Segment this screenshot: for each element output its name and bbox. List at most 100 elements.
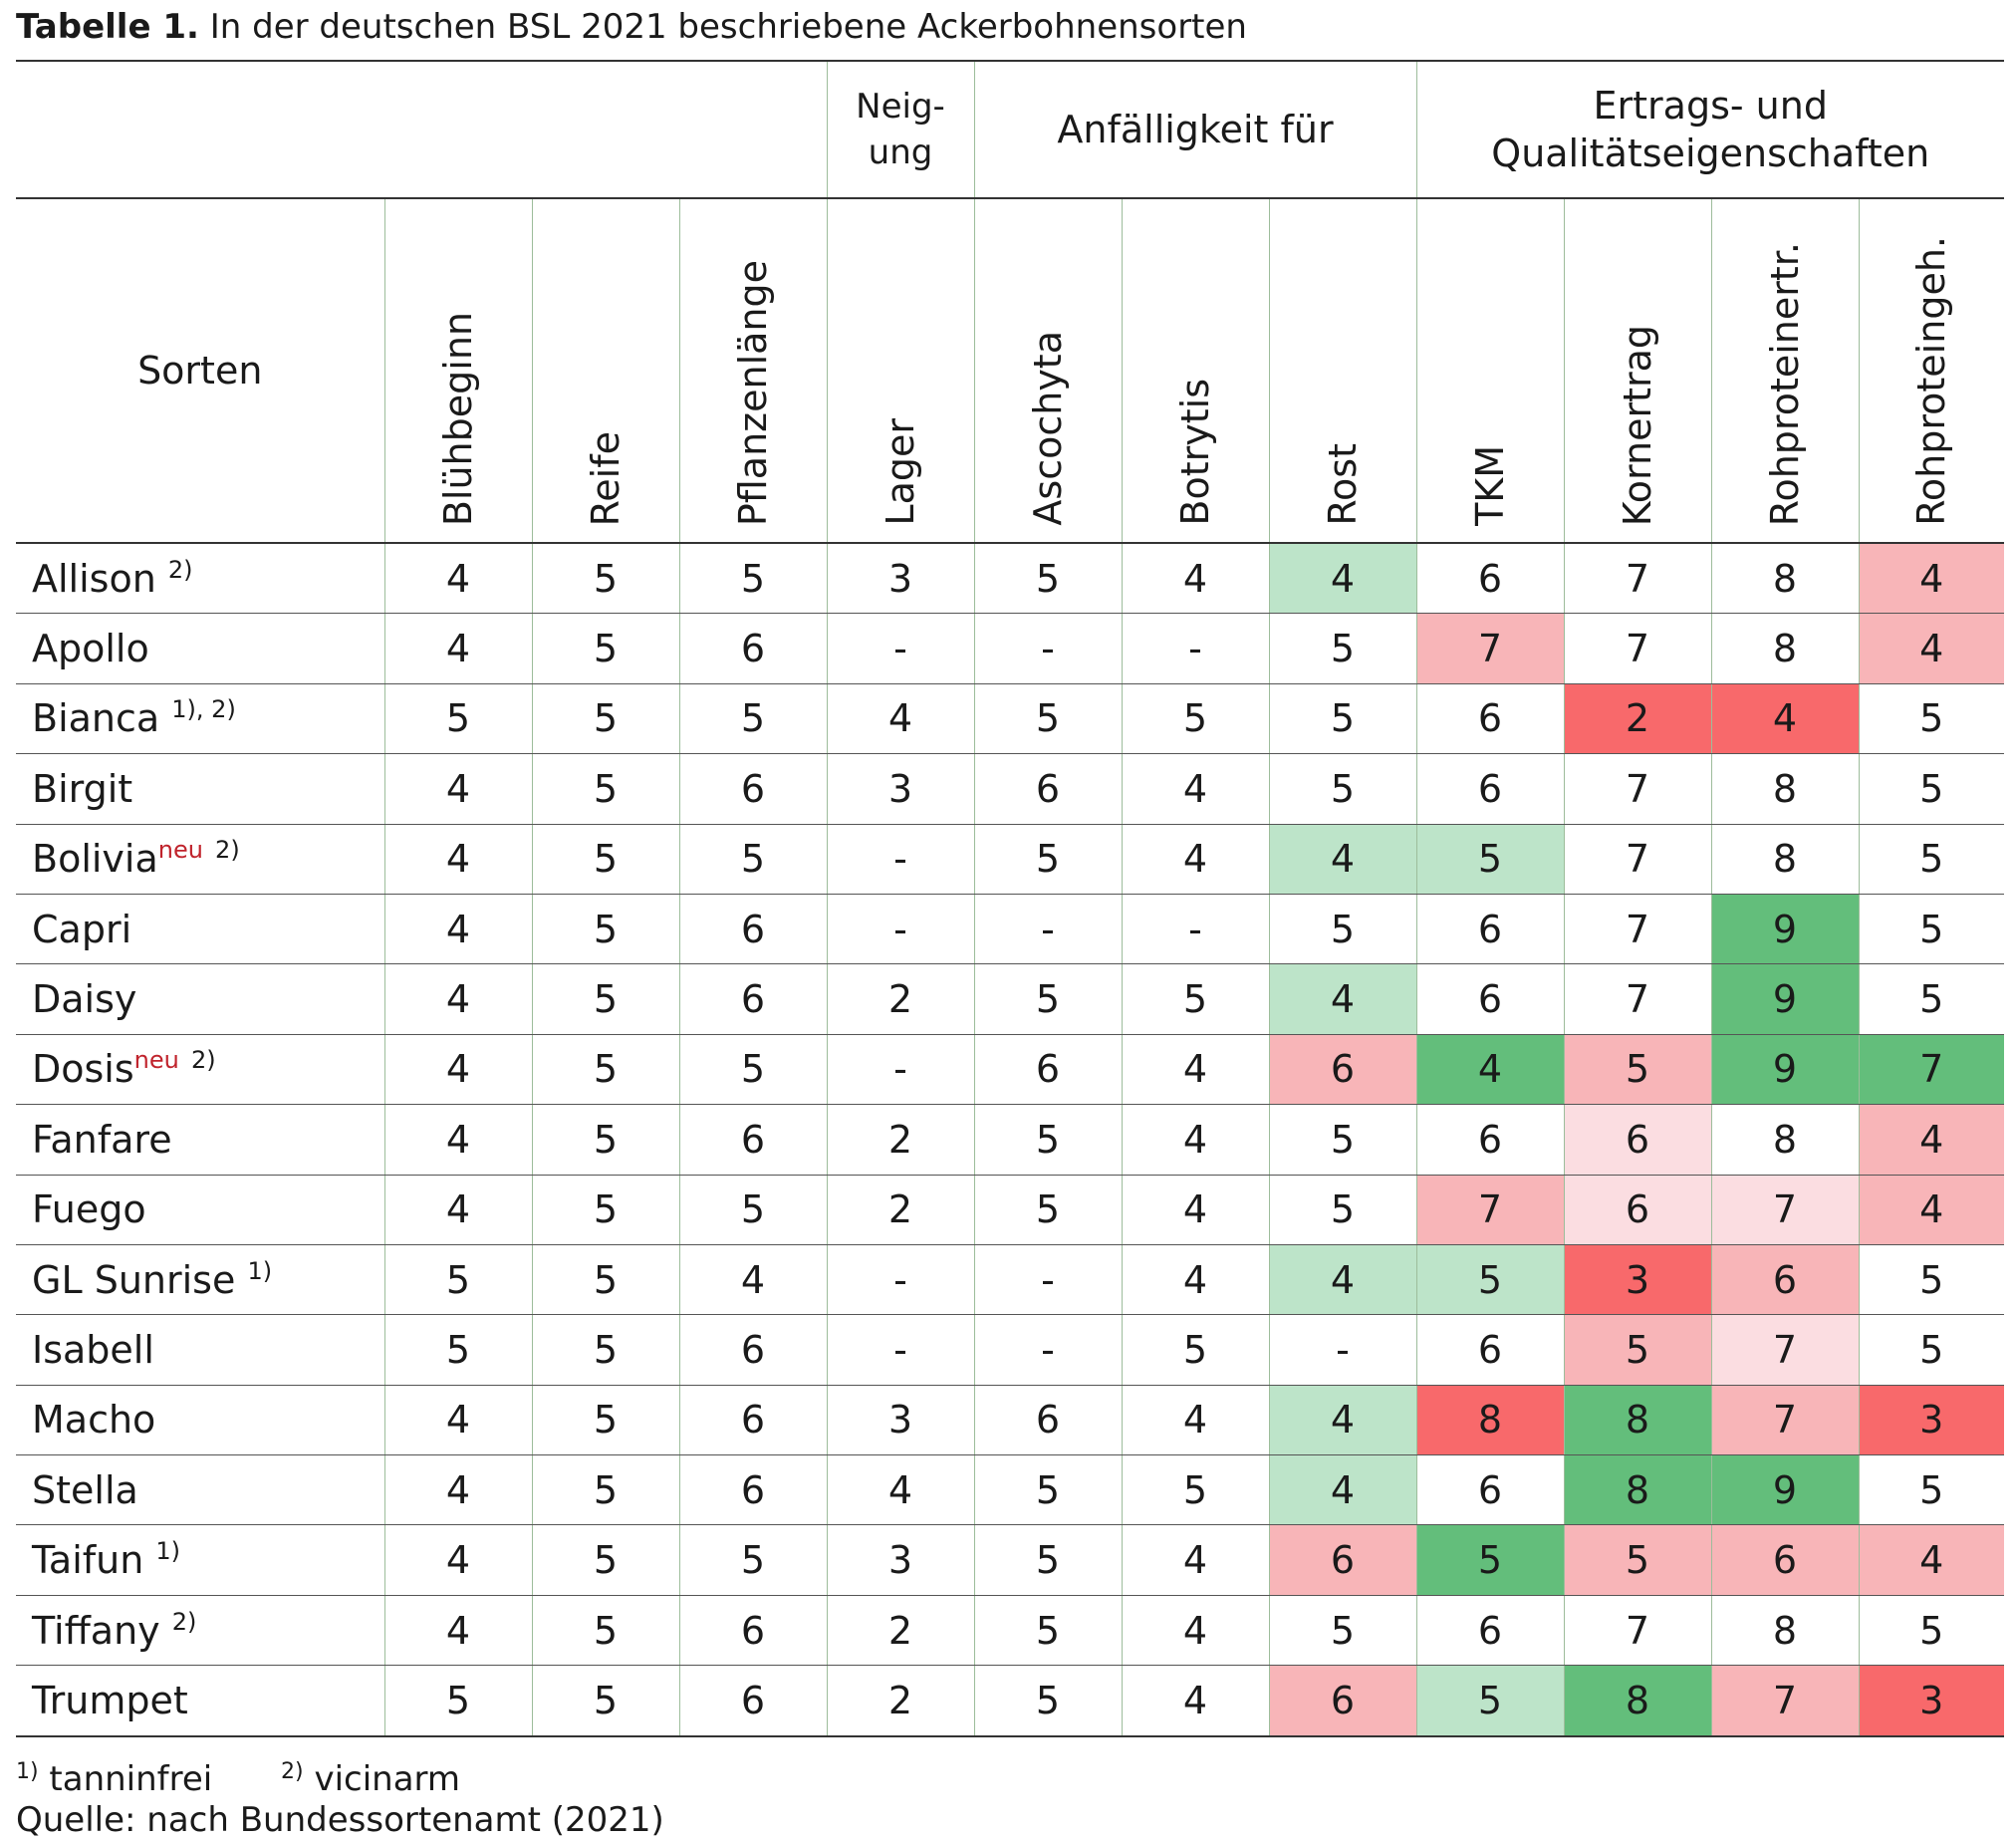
rating-cell: 2 [826, 1175, 974, 1245]
rating-cell: 4 [1121, 1175, 1269, 1245]
column-header-label: Ascochyta [1026, 331, 1070, 526]
rating-cell: - [826, 1034, 974, 1106]
rating-cell: 5 [973, 1104, 1122, 1176]
rating-cell: 5 [531, 894, 679, 965]
variety-name: Trumpet [16, 1665, 384, 1737]
rating-cell: 5 [531, 1104, 679, 1176]
column-header-7: TKM [1415, 198, 1564, 544]
rating-cell: 7 [1563, 963, 1711, 1035]
group-header-anfaelligkeit: Anfälligkeit für [973, 60, 1416, 199]
rating-cell: 5 [678, 543, 827, 615]
variety-name: Fuego [16, 1175, 384, 1245]
rating-cell: 5 [1415, 1665, 1564, 1737]
table-title: Tabelle 1. In der deutschen BSL 2021 bes… [16, 2, 1247, 52]
table-row: Isabell 5 5 6- -5-6 5 7 5 [16, 1314, 2004, 1386]
table-row: Allison 2) 4 5 5 3 5 4 4 6 7 8 4 [16, 543, 2004, 615]
rating-cell: 6 [1710, 1244, 1859, 1316]
rating-cell: 4 [1121, 1665, 1269, 1737]
rating-cell: 5 [1268, 1175, 1416, 1245]
column-header-1: Reife [531, 198, 679, 544]
table-row: Daisy 4 5 6 2 5 5 4 6 7 9 5 [16, 963, 2004, 1035]
variety-name: Dosisneu 2) [16, 1034, 384, 1106]
rating-cell: 8 [1563, 1454, 1711, 1526]
rating-cell: 6 [678, 613, 827, 684]
footnote-1: 1) tanninfrei [16, 1759, 213, 1799]
variety-name: Capri [16, 894, 384, 965]
rating-cell: 5 [531, 1665, 679, 1737]
rating-cell: 8 [1710, 753, 1859, 825]
rating-cell: 5 [1415, 1524, 1564, 1596]
rating-cell: 4 [383, 1524, 532, 1596]
rating-cell: 4 [1121, 1244, 1269, 1316]
rating-cell: 3 [1858, 1665, 2004, 1737]
rating-cell: 3 [826, 1385, 974, 1456]
rating-cell: 4 [383, 1034, 532, 1106]
footnote-marker: 2) [215, 836, 240, 865]
table-row: Bianca 1), 2) 5 5 5 4 5 5 5 6 2 4 5 [16, 683, 2004, 755]
rating-cell: 5 [531, 1244, 679, 1316]
table-row: Birgit 4 5 6 3 6 4 5 6 7 8 5 [16, 753, 2004, 825]
column-header-label: TKM [1468, 445, 1512, 526]
footnote-marker: 1) [247, 1256, 273, 1285]
rating-cell: 6 [678, 963, 827, 1035]
rating-cell: 5 [383, 1314, 532, 1386]
rating-cell: 2 [826, 1665, 974, 1737]
group-header-ertrag: Ertrags- und Qualitätseigenschaften [1415, 60, 2004, 199]
rating-cell: 5 [1121, 1314, 1269, 1386]
table-row: Taifun 1) 4 5 5 3 5 4 6 5 5 6 4 [16, 1524, 2004, 1596]
rating-cell: 9 [1710, 894, 1859, 965]
rating-cell: 5 [1858, 1454, 2004, 1526]
rating-cell: 4 [1268, 1454, 1416, 1526]
rating-cell: 4 [1121, 1385, 1269, 1456]
rating-cell: 5 [1858, 963, 2004, 1035]
rating-cell: 6 [678, 1595, 827, 1667]
rating-cell: 5 [531, 753, 679, 825]
rating-cell: 5 [1563, 1034, 1711, 1106]
column-header-10: Rohproteingeh. [1858, 198, 2004, 544]
rating-cell: 8 [1563, 1665, 1711, 1737]
rating-cell: 9 [1710, 1454, 1859, 1526]
rating-cell: 4 [1121, 1034, 1269, 1106]
rating-cell: 7 [1415, 613, 1564, 684]
rating-cell: 3 [826, 1524, 974, 1596]
rating-cell: 5 [1858, 824, 2004, 895]
variety-table: Neig- ung Anfälligkeit für Ertrags- und … [16, 60, 2004, 1737]
table-row: GL Sunrise 1) 5 5 4- -4 4 5 3 6 5 [16, 1244, 2004, 1316]
rating-cell: 3 [1563, 1244, 1711, 1316]
rating-cell: 5 [1268, 683, 1416, 755]
rating-cell: 4 [1121, 824, 1269, 895]
footnote-marker: 2) [190, 1046, 216, 1075]
rating-cell: 7 [1415, 1175, 1564, 1245]
rating-cell: 5 [1415, 1244, 1564, 1316]
table-row: Apollo 4 5 6- - -5 7 7 8 4 [16, 613, 2004, 684]
rating-cell: 4 [1121, 753, 1269, 825]
rating-cell: - [973, 1314, 1122, 1386]
rating-cell: 5 [531, 1314, 679, 1386]
rating-cell: 5 [973, 1175, 1122, 1245]
rating-cell: 4 [1121, 543, 1269, 615]
footnote-marker: 1), 2) [171, 695, 236, 724]
rating-cell: 2 [826, 1104, 974, 1176]
rating-cell: - [826, 1314, 974, 1386]
rating-cell: - [826, 613, 974, 684]
rating-cell: 7 [1563, 894, 1711, 965]
source-note: Quelle: nach Bundessortenamt (2021) [16, 1800, 664, 1840]
rating-cell: 4 [1121, 1595, 1269, 1667]
column-header-label: Pflanzenlänge [731, 259, 775, 526]
table-title-label: Tabelle 1. [16, 7, 199, 47]
column-header-label: Rohproteingeh. [1909, 236, 1954, 526]
column-header-label: Reife [584, 430, 628, 526]
rating-cell: 6 [678, 1314, 827, 1386]
rating-cell: 3 [826, 543, 974, 615]
rating-cell: 4 [1858, 543, 2004, 615]
rating-cell: 5 [531, 1385, 679, 1456]
rating-cell: - [973, 613, 1122, 684]
rating-cell: 5 [973, 1524, 1122, 1596]
rating-cell: 4 [1858, 1524, 2004, 1596]
rating-cell: 4 [1121, 1104, 1269, 1176]
column-header-label: Lager [879, 418, 922, 526]
rating-cell: 8 [1710, 824, 1859, 895]
variety-name: Isabell [16, 1314, 384, 1386]
rating-cell: 4 [1415, 1034, 1564, 1106]
rating-cell: - [1268, 1314, 1416, 1386]
